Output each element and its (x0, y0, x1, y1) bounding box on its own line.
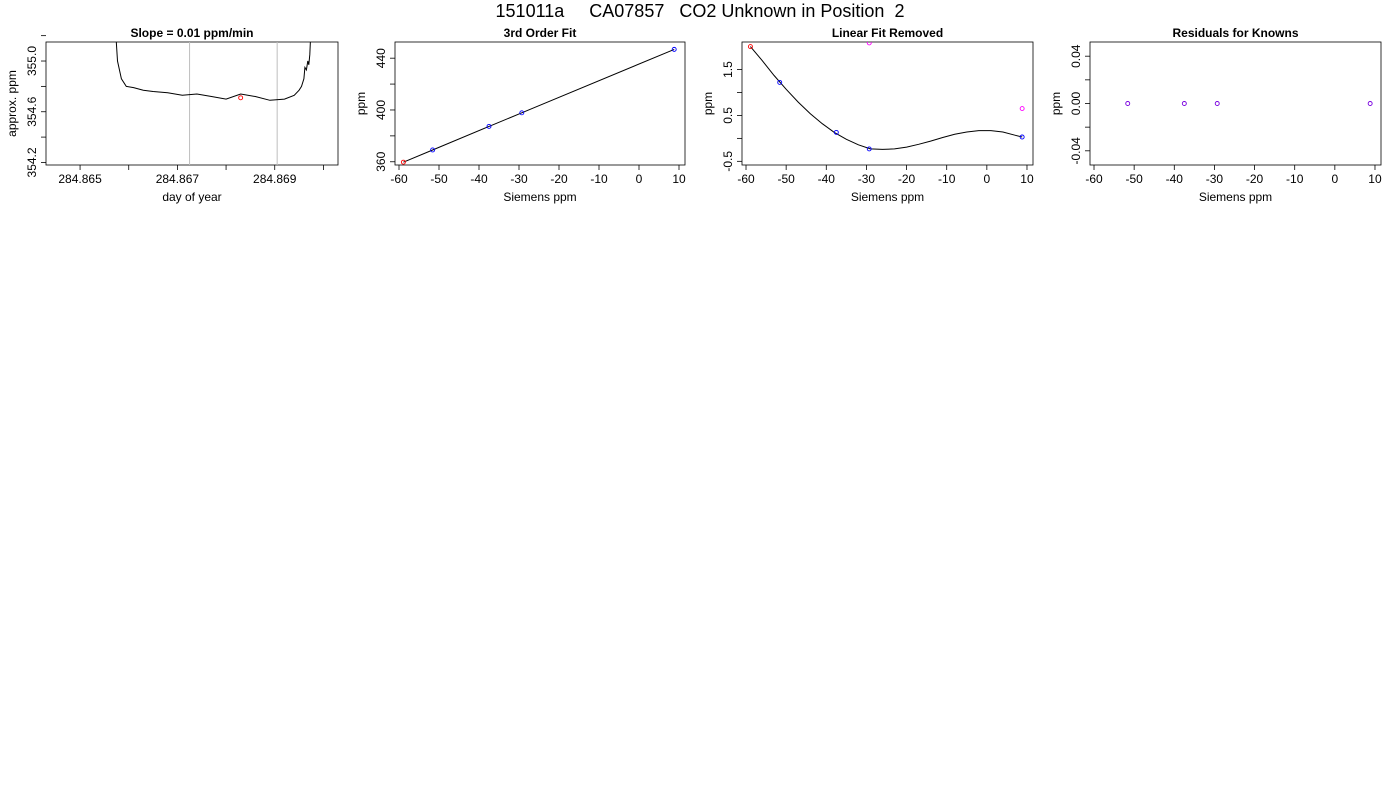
y-tick-label: 360 (374, 151, 388, 171)
x-axis-label: Siemens ppm (1199, 190, 1272, 204)
x-tick-label: -20 (550, 172, 568, 186)
x-tick-label: -10 (1286, 172, 1304, 186)
x-tick-label: -30 (858, 172, 876, 186)
y-axis-label: ppm (1049, 92, 1063, 115)
panel-title: 3rd Order Fit (504, 26, 577, 40)
x-tick-label: -60 (1085, 172, 1103, 186)
x-tick-label: 10 (672, 172, 686, 186)
x-tick-label: 0 (983, 172, 990, 186)
data-point (1367, 101, 1373, 106)
y-tick-label: 0.00 (1069, 91, 1083, 115)
y-tick-label: 354.6 (25, 96, 39, 126)
x-tick-label: -60 (390, 172, 408, 186)
chart-panel-3: Linear Fit Removed -60 -50 -40 -30 -20 -10 0 10 -… (701, 26, 1034, 204)
plot-frame (394, 41, 686, 166)
panel-title: Linear Fit Removed (832, 26, 943, 40)
y-tick-label: 354.2 (25, 147, 39, 177)
chart-panel-2: 3rd Order Fit -60 -50 -40 -30 -20 -10 0 10 360 400… (354, 26, 686, 204)
data-point (1019, 134, 1025, 140)
data-point (486, 123, 492, 129)
x-tick-label: -20 (898, 172, 916, 186)
y-tick-label: -0.04 (1069, 137, 1083, 165)
x-tick-label: -30 (1206, 172, 1224, 186)
data-point (777, 79, 783, 85)
y-axis-label: ppm (701, 92, 715, 115)
data-point (1019, 106, 1025, 111)
x-axis-label: Siemens ppm (851, 190, 924, 204)
data-point (519, 110, 525, 116)
y-axis-label: ppm (354, 92, 368, 115)
x-tick-label: -40 (818, 172, 836, 186)
y-tick-label: 400 (374, 100, 388, 120)
data-point (1181, 101, 1187, 106)
x-tick-label: -50 (1125, 172, 1143, 186)
data-point (866, 146, 872, 152)
plot-area (115, 42, 311, 165)
panel-title: Slope = 0.01 ppm/min (130, 26, 253, 40)
x-tick-label: -20 (1246, 172, 1264, 186)
x-tick-label: -40 (1166, 172, 1184, 186)
series-line (115, 42, 311, 101)
x-axis-label: day of year (162, 190, 221, 204)
series-line (403, 48, 675, 163)
y-tick-label: 355.0 (25, 46, 39, 76)
chart-panel-1: Slope = 0.01 ppm/min 284.865 284.867 284.86… (5, 26, 339, 204)
x-tick-label: -30 (510, 172, 528, 186)
y-tick-label: 440 (374, 48, 388, 68)
y-tick-label: -0.5 (721, 151, 735, 172)
data-point (833, 129, 839, 135)
x-tick-label: 284.865 (58, 172, 102, 186)
data-point (1214, 101, 1220, 106)
x-tick-label: -10 (938, 172, 956, 186)
plot-area (747, 42, 1025, 152)
x-tick-label: -10 (590, 172, 608, 186)
data-point (671, 46, 677, 52)
plot-frame (741, 41, 1034, 166)
chart-panel-4: Residuals for Knowns -60 -50 -40 -30 -20 -10 0 1… (1049, 26, 1382, 204)
x-tick-label: -50 (777, 172, 795, 186)
y-tick-label: 0.04 (1069, 44, 1083, 68)
x-tick-label: -40 (470, 172, 488, 186)
y-tick-label: 0.5 (721, 107, 735, 124)
x-tick-label: -50 (430, 172, 448, 186)
x-tick-label: 10 (1020, 172, 1034, 186)
data-point (866, 42, 872, 46)
x-tick-label: 10 (1368, 172, 1382, 186)
data-point (430, 147, 436, 153)
y-tick-label: 1.5 (721, 61, 735, 78)
data-point (238, 95, 244, 101)
figure-title: 151011a CA07857 CO2 Unknown in Position … (495, 1, 905, 21)
plot-area (1125, 101, 1373, 106)
plot-frame (45, 41, 339, 166)
panel-title: Residuals for Knowns (1172, 26, 1298, 40)
x-tick-label: -60 (737, 172, 755, 186)
x-tick-label: 284.869 (253, 172, 297, 186)
y-axis-label: approx. ppm (5, 70, 19, 137)
series-line (750, 46, 1023, 150)
x-axis-label: Siemens ppm (503, 190, 576, 204)
plot-area (400, 46, 677, 165)
data-point (400, 159, 406, 165)
x-tick-label: 0 (636, 172, 643, 186)
x-tick-label: 284.867 (156, 172, 200, 186)
data-point (747, 44, 753, 50)
plot-frame (1089, 41, 1382, 166)
data-point (1125, 101, 1131, 106)
x-tick-label: 0 (1331, 172, 1338, 186)
